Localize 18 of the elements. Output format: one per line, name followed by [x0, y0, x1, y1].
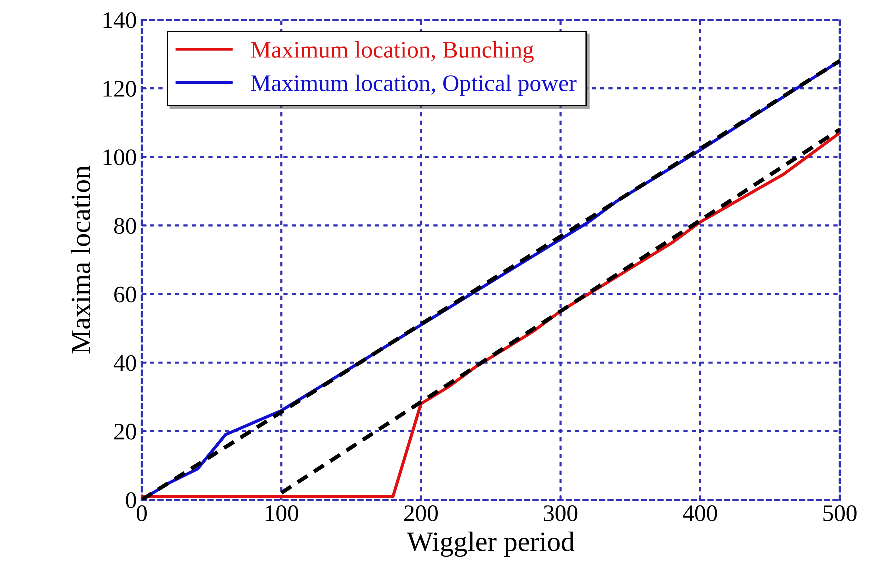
- y-tick-label: 100: [104, 150, 136, 166]
- y-tick-label: 140: [104, 12, 136, 28]
- legend-label: Maximum location, Optical power: [251, 74, 577, 96]
- y-tick-label: 80: [114, 218, 136, 234]
- y-tick-label: 0: [126, 492, 136, 508]
- x-axis-title: Wiggler period: [407, 532, 575, 558]
- y-tick-label: 40: [114, 355, 136, 372]
- y-tick-label: 120: [104, 81, 136, 97]
- x-tick-label: 400: [683, 506, 718, 522]
- legend-label: Maximum location, Bunching: [251, 41, 534, 63]
- x-tick-label: 0: [136, 506, 148, 522]
- x-tick-label: 200: [404, 506, 438, 522]
- y-axis-title: Maxima location: [70, 166, 91, 354]
- y-tick-label: 60: [114, 286, 136, 303]
- y-tick-label: 20: [114, 424, 136, 440]
- x-tick-label: 100: [266, 506, 298, 522]
- x-tick-label: 300: [544, 506, 578, 522]
- x-tick-label: 500: [824, 506, 857, 522]
